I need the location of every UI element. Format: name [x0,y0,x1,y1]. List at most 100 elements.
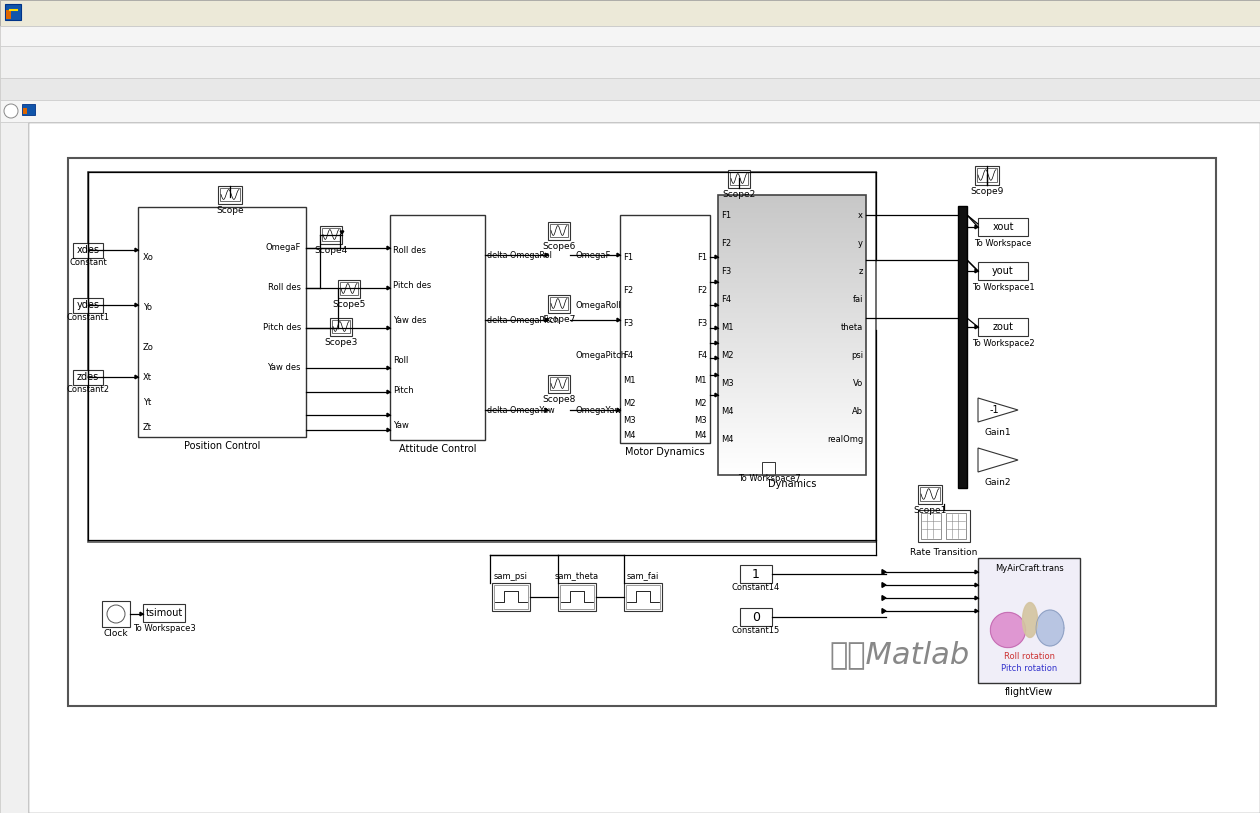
FancyBboxPatch shape [718,241,866,242]
Polygon shape [135,303,139,307]
FancyBboxPatch shape [718,396,866,398]
FancyBboxPatch shape [718,285,866,286]
FancyBboxPatch shape [920,487,940,501]
FancyBboxPatch shape [718,264,866,265]
FancyBboxPatch shape [718,231,866,233]
Text: OmegaYaw: OmegaYaw [575,406,621,415]
FancyBboxPatch shape [718,398,866,399]
FancyBboxPatch shape [718,374,866,376]
Text: M1: M1 [694,376,707,385]
FancyBboxPatch shape [548,222,570,240]
FancyBboxPatch shape [718,253,866,254]
FancyBboxPatch shape [718,437,866,438]
FancyBboxPatch shape [718,405,866,406]
FancyBboxPatch shape [718,265,866,266]
FancyBboxPatch shape [718,355,866,356]
FancyBboxPatch shape [391,215,485,440]
FancyBboxPatch shape [718,203,866,204]
FancyBboxPatch shape [718,225,866,226]
Polygon shape [714,326,718,330]
Text: ⊟: ⊟ [9,168,19,181]
FancyBboxPatch shape [718,453,866,454]
Text: x: x [858,211,863,220]
FancyBboxPatch shape [718,346,866,347]
Text: ⇒: ⇒ [9,198,19,211]
FancyBboxPatch shape [718,290,866,291]
FancyBboxPatch shape [102,601,130,627]
FancyBboxPatch shape [718,197,866,198]
FancyBboxPatch shape [718,334,866,335]
FancyBboxPatch shape [718,322,866,324]
FancyBboxPatch shape [718,433,866,434]
Text: Scope7: Scope7 [542,315,576,324]
FancyBboxPatch shape [718,376,866,377]
FancyBboxPatch shape [718,336,866,337]
FancyBboxPatch shape [718,369,866,370]
FancyBboxPatch shape [718,330,866,331]
FancyBboxPatch shape [718,325,866,326]
FancyBboxPatch shape [718,255,866,256]
FancyBboxPatch shape [718,358,866,359]
FancyBboxPatch shape [718,267,866,268]
Text: delta OmegaRol: delta OmegaRol [488,250,552,259]
FancyBboxPatch shape [718,250,866,251]
FancyBboxPatch shape [718,446,866,447]
FancyBboxPatch shape [718,249,866,250]
Text: Gain1: Gain1 [984,428,1012,437]
FancyBboxPatch shape [718,277,866,278]
Text: Scope5: Scope5 [333,299,365,308]
FancyBboxPatch shape [978,558,1080,683]
FancyBboxPatch shape [718,308,866,309]
FancyBboxPatch shape [718,213,866,214]
FancyBboxPatch shape [718,262,866,263]
FancyBboxPatch shape [718,258,866,259]
Text: To Workspace7: To Workspace7 [737,473,800,482]
FancyBboxPatch shape [718,345,866,346]
Text: Pitch des: Pitch des [263,323,301,332]
Text: OmegaF: OmegaF [575,250,610,259]
FancyBboxPatch shape [718,243,866,244]
FancyBboxPatch shape [718,281,866,282]
Text: Vo: Vo [853,379,863,388]
Text: xout: xout [993,222,1014,232]
FancyBboxPatch shape [718,278,866,279]
Text: File: File [8,29,29,42]
FancyBboxPatch shape [718,223,866,224]
Polygon shape [975,225,978,228]
FancyBboxPatch shape [718,317,866,318]
Text: theta: theta [840,323,863,332]
FancyBboxPatch shape [718,367,866,368]
Polygon shape [546,253,548,257]
FancyBboxPatch shape [718,349,866,350]
Text: Dynamics: Dynamics [767,479,816,489]
FancyBboxPatch shape [718,415,866,416]
FancyBboxPatch shape [718,352,866,353]
FancyBboxPatch shape [718,473,866,474]
FancyBboxPatch shape [718,428,866,429]
Polygon shape [882,583,886,588]
FancyBboxPatch shape [718,411,866,412]
FancyBboxPatch shape [718,456,866,457]
Text: Pitch: Pitch [393,385,413,394]
FancyBboxPatch shape [718,464,866,465]
Text: Copy_4_of_quadrotorsflyerGUI ▶: Copy_4_of_quadrotorsflyerGUI ▶ [40,105,232,118]
FancyBboxPatch shape [718,402,866,403]
Text: To Workspace2: To Workspace2 [971,338,1034,347]
FancyBboxPatch shape [718,297,866,298]
FancyBboxPatch shape [718,323,866,324]
FancyBboxPatch shape [718,364,866,365]
FancyBboxPatch shape [626,585,660,609]
FancyBboxPatch shape [0,78,1260,100]
FancyBboxPatch shape [718,448,866,450]
Text: Edit: Edit [38,29,62,42]
FancyBboxPatch shape [718,229,866,230]
FancyBboxPatch shape [218,186,242,204]
FancyBboxPatch shape [718,386,866,387]
FancyBboxPatch shape [718,408,866,409]
Text: F3: F3 [721,267,731,276]
FancyBboxPatch shape [718,210,866,211]
FancyBboxPatch shape [718,233,866,234]
Circle shape [107,605,125,623]
Circle shape [4,104,18,118]
Text: Gain2: Gain2 [985,477,1012,486]
